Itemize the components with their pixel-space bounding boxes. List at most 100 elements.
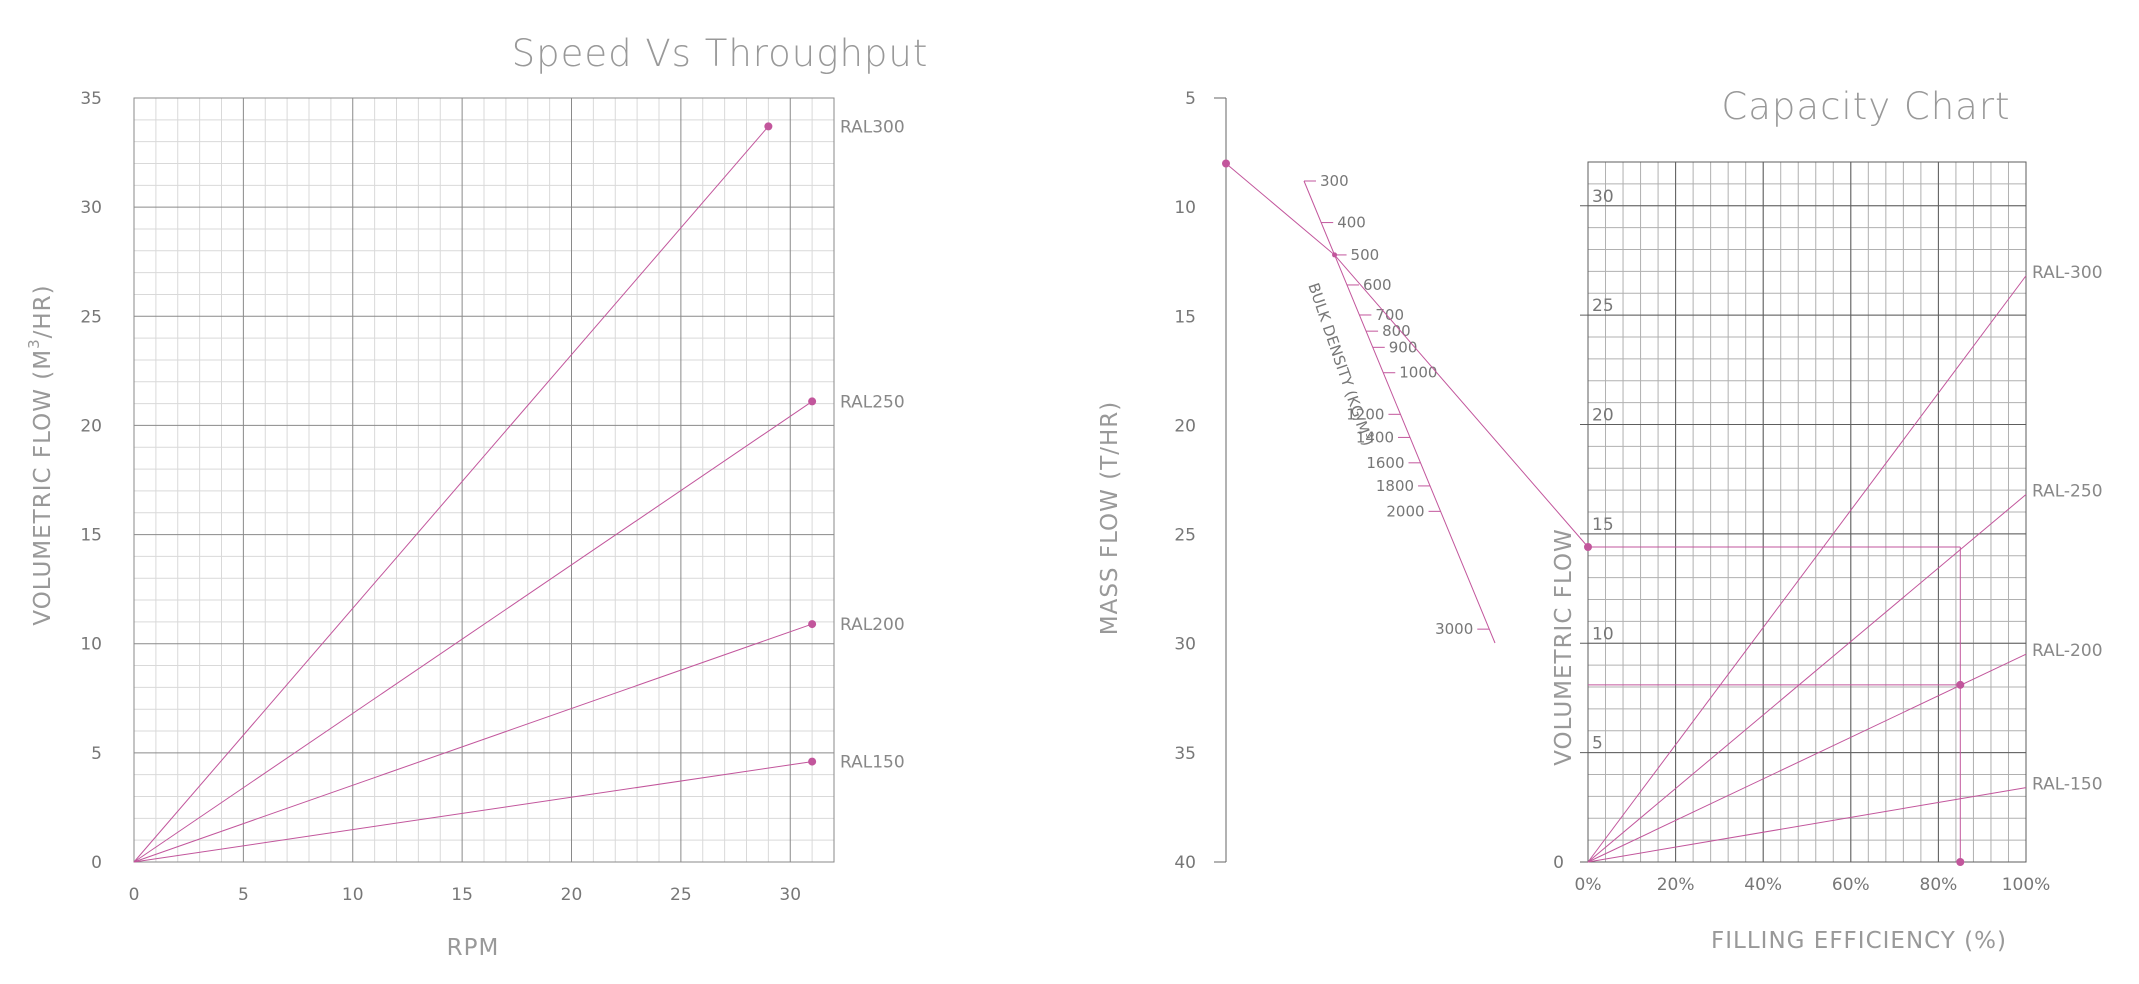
series-line-ral-300 <box>1587 275 2027 863</box>
density-tick-label: 600 <box>1363 276 1392 294</box>
capacity-x-ticks: 0% 20% 40% 60% 80% 100% <box>1575 875 2051 895</box>
y-tick-label: 35 <box>80 89 102 109</box>
mass-tick-label: 25 <box>1174 526 1196 546</box>
x-tick-label: 25 <box>670 885 692 905</box>
density-tick-label: 900 <box>1389 338 1418 356</box>
density-tick-label: 1200 <box>1346 405 1384 423</box>
density-scale-line <box>1303 180 1496 644</box>
density-tick-label: 300 <box>1320 172 1349 190</box>
mass-tick-label: 40 <box>1174 853 1196 873</box>
density-tick-label: 500 <box>1351 246 1380 264</box>
x-tick-label: 0% <box>1575 875 1602 895</box>
x-tick-label: 20% <box>1657 875 1695 895</box>
series-line-ral250 <box>133 401 813 863</box>
speed-x-axis-label: RPM <box>447 935 500 961</box>
nomogram-connector <box>1222 159 1589 548</box>
series-endpoint <box>808 397 817 406</box>
capacity-chart: RAL-300 RAL-250 RAL-200 RAL-150 0% 20% 40% 60%… <box>1551 85 2103 954</box>
y-tick-label: 20 <box>1592 406 1614 426</box>
series-label: RAL200 <box>840 615 905 635</box>
speed-x-ticks: 0 5 10 15 20 25 30 <box>129 885 801 905</box>
x-tick-label: 60% <box>1832 875 1870 895</box>
series-label: RAL150 <box>840 753 905 773</box>
x-tick-label: 5 <box>238 885 249 905</box>
series-label: RAL-300 <box>2032 263 2103 283</box>
y-tick-label: 15 <box>1592 515 1614 535</box>
density-tick-label: 400 <box>1337 214 1366 232</box>
plot-frame <box>1587 161 2027 863</box>
density-tick-label: 800 <box>1382 322 1411 340</box>
svg-text:VOLUMETRIC FLOW: VOLUMETRIC FLOW <box>1551 528 1577 766</box>
density-tick-label: 1000 <box>1399 364 1437 382</box>
y-tick-label: 10 <box>1592 624 1614 644</box>
mass-flow-point <box>1222 159 1230 168</box>
density-tick-label: 3000 <box>1435 620 1473 638</box>
bulk-density-point <box>1332 252 1338 258</box>
y-tick-label: 30 <box>1592 187 1614 207</box>
operating-point <box>1956 680 1965 689</box>
series-label: RAL-200 <box>2032 641 2103 661</box>
series-line-ral-150 <box>1587 787 2027 863</box>
capacity-grid <box>1580 161 2027 863</box>
y-tick-label: 20 <box>80 416 102 436</box>
series-line-ral300 <box>133 126 769 863</box>
capacity-y-axis-label: VOLUMETRIC FLOW <box>1551 528 1577 766</box>
density-tick-label: 1600 <box>1366 454 1404 472</box>
speed-y-axis-label: VOLUMETRIC FLOW (M3/HR) <box>25 284 56 625</box>
density-tick-label: 1400 <box>1356 428 1394 446</box>
mass-tick-label: 35 <box>1174 744 1196 764</box>
y-tick-label: 30 <box>80 198 102 218</box>
y-tick-label: 25 <box>1592 296 1614 316</box>
x-tick-label: 80% <box>1920 875 1958 895</box>
bulk-density-label-sup: 3 <box>1363 431 1375 441</box>
mass-tick-label: 30 <box>1174 635 1196 655</box>
x-tick-label: 0 <box>129 885 140 905</box>
series-endpoint <box>808 620 817 629</box>
speed-vs-throughput-chart: RAL300 RAL250 RAL200 RAL150 0 5 10 15 20 25 30 0 5… <box>25 32 927 961</box>
y-tick-label: 0 <box>91 853 102 873</box>
mass-flow-axis: 5 10 15 20 25 30 35 40 <box>1174 89 1227 873</box>
speed-y-ticks: 0 5 10 15 20 25 30 35 <box>80 89 102 873</box>
series-endpoint <box>764 122 773 131</box>
series-line-ral200 <box>133 623 813 863</box>
bulk-density-label: BULK DENSITY (KG/M3) <box>1304 281 1377 449</box>
series-label: RAL-250 <box>2032 482 2103 502</box>
series-line-ral-200 <box>1587 653 2027 863</box>
svg-text:MASS FLOW (T/HR): MASS FLOW (T/HR) <box>1097 401 1123 636</box>
capacity-series-lines: RAL-300 RAL-250 RAL-200 RAL-150 <box>1587 263 2103 863</box>
y-tick-label: 10 <box>80 635 102 655</box>
capacity-y-ticks: 0 5 10 15 20 25 30 <box>1553 187 1613 873</box>
x-tick-label: 20 <box>561 885 583 905</box>
mass-tick-label: 10 <box>1174 198 1196 218</box>
capacity-annotations <box>1584 543 1965 866</box>
x-tick-label: 30 <box>779 885 801 905</box>
mass-tick-label: 20 <box>1174 416 1196 436</box>
svg-text:BULK DENSITY (KG/M3): BULK DENSITY (KG/M3) <box>1304 281 1377 449</box>
mass-tick-label: 5 <box>1185 89 1196 109</box>
bulk-density-label-end: ) <box>1358 437 1377 448</box>
series-line-ral150 <box>133 761 813 863</box>
y-tick-label: 0 <box>1553 853 1564 873</box>
mass-tick-label: 15 <box>1174 307 1196 327</box>
mass-flow-axis-label: MASS FLOW (T/HR) <box>1097 401 1123 636</box>
y-tick-label: 5 <box>91 744 102 764</box>
x-tick-label: 100% <box>2002 875 2051 895</box>
bulk-density-label-main: BULK DENSITY (KG/M <box>1304 281 1373 437</box>
series-label: RAL250 <box>840 392 905 412</box>
density-tick-label: 2000 <box>1386 502 1424 520</box>
capacity-chart-title: Capacity Chart <box>1721 85 2010 128</box>
speed-grid <box>133 97 835 863</box>
y-tick-label: 5 <box>1592 734 1603 754</box>
series-label: RAL-150 <box>2032 775 2103 795</box>
density-tick-label: 1800 <box>1376 477 1414 495</box>
svg-text:VOLUMETRIC FLOW (M3/HR): VOLUMETRIC FLOW (M3/HR) <box>25 284 56 625</box>
y-tick-label: 15 <box>80 526 102 546</box>
speed-y-axis-label-main: VOLUMETRIC FLOW (M <box>30 349 56 626</box>
x-tick-label: 10 <box>342 885 364 905</box>
series-endpoint <box>808 757 817 766</box>
plot-frame <box>133 97 835 863</box>
y-tick-label: 25 <box>80 307 102 327</box>
series-line-ral-250 <box>1587 494 2027 863</box>
